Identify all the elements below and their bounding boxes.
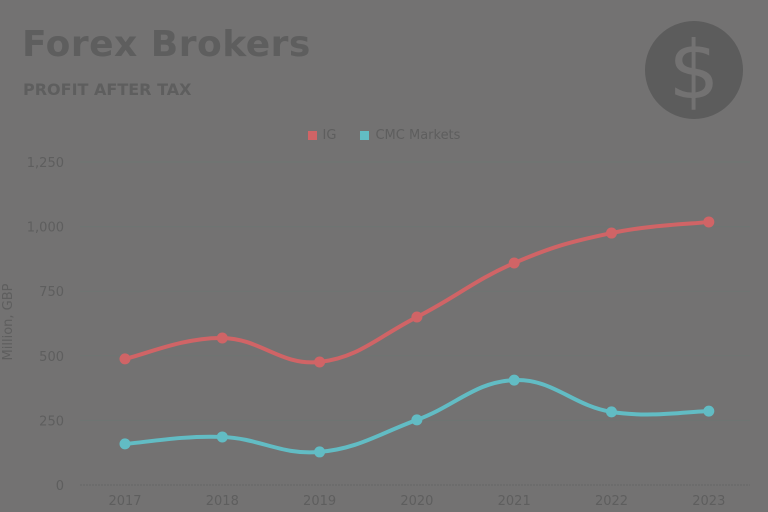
data-point[interactable] <box>703 216 715 228</box>
legend-swatch-ig <box>307 131 317 140</box>
chart-title: Forex Brokers <box>22 24 311 65</box>
data-point[interactable] <box>508 374 520 386</box>
data-point[interactable] <box>119 353 131 365</box>
legend-swatch-cmc <box>360 131 370 140</box>
x-tick-label: 2021 <box>498 494 531 509</box>
y-tick-label: 1,250 <box>27 156 64 171</box>
data-point[interactable] <box>216 431 228 443</box>
data-point[interactable] <box>216 332 228 344</box>
data-point[interactable] <box>606 406 617 418</box>
x-tick-label: 2020 <box>400 494 433 509</box>
data-point[interactable] <box>119 438 131 450</box>
x-tick-label: 2022 <box>595 494 628 509</box>
legend-label-cmc: CMC Markets <box>375 128 461 143</box>
x-tick-label: 2019 <box>303 494 336 509</box>
y-tick-label: 500 <box>39 350 64 365</box>
data-point[interactable] <box>314 446 326 458</box>
series-line <box>123 219 711 365</box>
data-point[interactable] <box>508 257 520 269</box>
chart-subtitle: PROFIT AFTER TAX <box>23 80 192 99</box>
dollar-sign-icon: $ <box>645 21 743 119</box>
data-point[interactable] <box>411 414 423 426</box>
y-axis-label: Million, GBP <box>1 283 16 360</box>
x-tick-label: 2023 <box>692 494 725 509</box>
y-tick-label: 250 <box>39 414 64 429</box>
data-point[interactable] <box>411 311 423 323</box>
data-point[interactable] <box>314 356 326 368</box>
x-tick-label: 2018 <box>206 494 239 509</box>
y-tick-label: 750 <box>39 285 64 300</box>
x-tick-label: 2017 <box>108 494 141 509</box>
legend-label-ig: IG <box>322 128 337 143</box>
y-tick-label: 0 <box>56 479 64 494</box>
svg-text:$: $ <box>669 24 720 117</box>
data-point[interactable] <box>703 405 715 417</box>
data-point[interactable] <box>606 227 617 239</box>
chart-legend: IG CMC Markets <box>0 128 768 143</box>
legend-item-cmc[interactable]: CMC Markets <box>360 128 460 143</box>
legend-item-ig[interactable]: IG <box>307 128 337 143</box>
y-tick-label: 1,000 <box>27 221 64 236</box>
